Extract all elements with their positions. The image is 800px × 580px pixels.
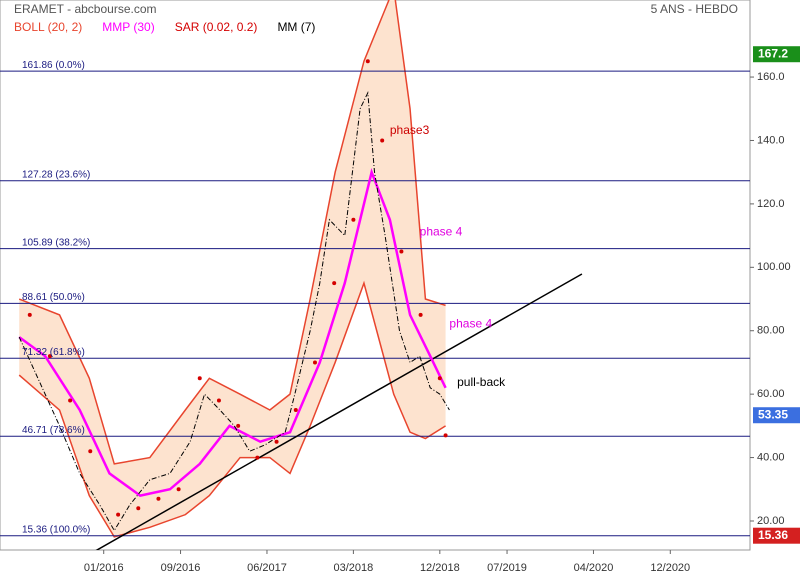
fib-label: 71.32 (61.8%)	[22, 347, 85, 358]
annotation: phase 4	[420, 225, 463, 239]
plot	[0, 0, 750, 550]
sar-dot	[312, 360, 317, 365]
annotation: pull-back	[457, 375, 506, 389]
chart-title: ERAMET - abcbourse.com	[14, 2, 157, 16]
x-tick-label: 06/2017	[247, 562, 287, 574]
sar-dot	[351, 217, 356, 222]
price-marker	[753, 46, 800, 63]
price-marker	[753, 407, 800, 424]
series-line	[18, 91, 450, 532]
y-tick-label: 60.00	[757, 388, 785, 400]
sar-dot	[116, 512, 121, 517]
sar-dot	[68, 398, 73, 403]
annotation: phase3	[390, 123, 430, 137]
y-tick-label: 140.0	[757, 134, 785, 146]
y-tick-label: 80.00	[757, 325, 785, 337]
sar-dot	[274, 439, 279, 444]
fib-label: 161.86 (0.0%)	[22, 60, 85, 71]
sar-dot	[437, 376, 442, 381]
sar-dot	[380, 138, 385, 143]
sar-dot	[27, 312, 32, 317]
legend-entry: BOLL (20, 2)	[14, 20, 82, 34]
annotation: phase 4	[449, 317, 492, 331]
series-line	[18, 167, 447, 497]
trendline	[95, 273, 583, 550]
price-marker-label: 53.35	[758, 407, 788, 421]
legend-entry: MMP (30)	[102, 20, 154, 34]
sar-dot	[216, 398, 221, 403]
price-marker	[753, 527, 800, 544]
band-lower	[18, 280, 446, 538]
x-tick-label: 12/2018	[420, 562, 460, 574]
x-tick-label: 12/2020	[650, 562, 690, 574]
y-tick-label: 120.0	[757, 198, 785, 210]
sar-dot	[365, 59, 370, 64]
x-tick-label: 07/2019	[487, 562, 527, 574]
sar-dot	[156, 496, 161, 501]
sar-dot	[88, 449, 93, 454]
fib-label: 105.89 (38.2%)	[22, 237, 90, 248]
x-tick-label: 01/2016	[84, 562, 124, 574]
band-upper	[18, 0, 446, 465]
sar-dot	[443, 433, 448, 438]
x-tick-label: 03/2018	[334, 562, 374, 574]
fib-label: 46.71 (78.6%)	[22, 425, 85, 436]
fib-label: 15.36 (100.0%)	[22, 524, 90, 535]
y-tick-label: 20.00	[757, 515, 785, 527]
sar-dot	[236, 423, 241, 428]
sar-dot	[293, 408, 298, 413]
chart-subtitle: 5 ANS - HEBDO	[651, 2, 738, 16]
x-tick-label: 04/2020	[574, 562, 614, 574]
sar-dot	[176, 487, 181, 492]
legend-entry: SAR (0.02, 0.2)	[175, 20, 258, 34]
sar-dot	[197, 376, 202, 381]
price-marker-label: 167.2	[758, 46, 788, 60]
x-tick-label: 09/2016	[161, 562, 201, 574]
fib-label: 88.61 (50.0%)	[22, 292, 85, 303]
sar-dot	[332, 281, 337, 286]
y-tick-label: 100.00	[757, 261, 791, 273]
legend-entry: MM (7)	[277, 20, 315, 34]
band-fill	[19, 0, 446, 537]
sar-dot	[136, 506, 141, 511]
price-marker-label: 15.36	[758, 528, 788, 542]
fib-label: 127.28 (23.6%)	[22, 169, 90, 180]
sar-dot	[255, 455, 260, 460]
sar-dot	[47, 354, 52, 359]
sar-dot	[399, 249, 404, 254]
y-tick-label: 160.0	[757, 71, 785, 83]
sar-dot	[418, 312, 423, 317]
y-tick-label: 40.00	[757, 451, 785, 463]
